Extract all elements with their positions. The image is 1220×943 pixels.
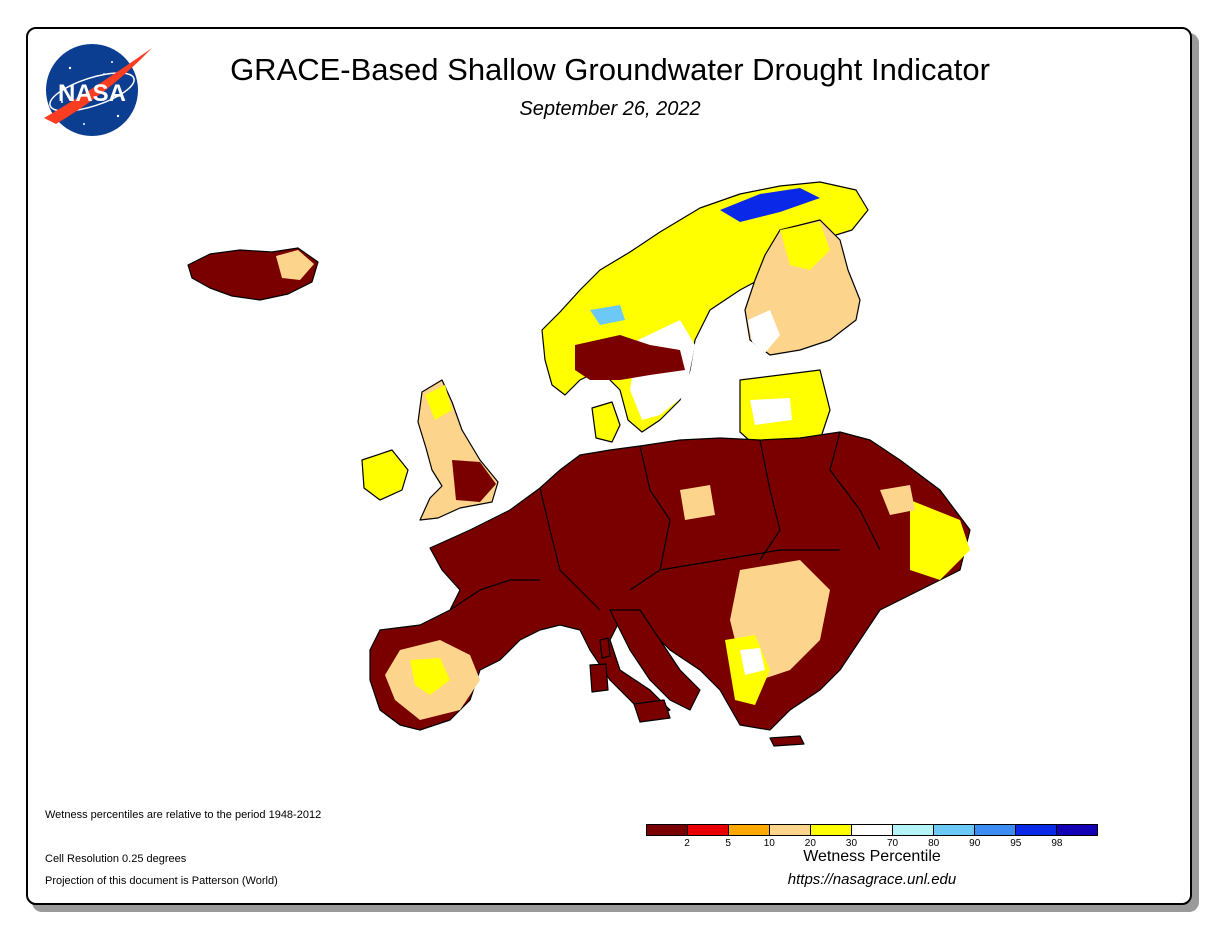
legend-tick-label: 90	[969, 838, 981, 849]
nasa-logo: NASA	[44, 44, 152, 136]
legend-swatch-5	[852, 825, 893, 835]
legend-tick-label: 70	[886, 838, 899, 849]
legend-tick-label: 20	[804, 838, 816, 849]
legend-tick-label: 80	[928, 838, 940, 849]
legend-swatch-7	[934, 825, 975, 835]
legend-ticks: 2 5 10 20 30 70 80 90 95 98	[646, 838, 1098, 852]
legend-title: Wetness Percentile	[803, 848, 941, 865]
legend-swatch-0	[647, 825, 688, 835]
legend-swatch-2	[729, 825, 770, 835]
legend-swatch-10	[1057, 825, 1097, 835]
legend-swatch-8	[975, 825, 1016, 835]
nasa-logo-text: NASA	[58, 80, 126, 107]
legend-tick-label: 30	[845, 838, 858, 849]
source-url: https://nasagrace.unl.edu	[787, 871, 957, 888]
legend-swatch-3	[770, 825, 811, 835]
legend-swatch-9	[1016, 825, 1057, 835]
legend-swatch-1	[688, 825, 729, 835]
ireland	[361, 449, 409, 501]
legend-swatch-4	[811, 825, 852, 835]
europe-drought-map	[187, 181, 971, 747]
map-title: GRACE-Based Shallow Groundwater Drought …	[230, 52, 990, 87]
crete	[769, 735, 805, 747]
map-date: September 26, 2022	[519, 98, 701, 120]
italy	[609, 609, 701, 711]
denmark	[591, 401, 621, 443]
sicily	[633, 699, 671, 723]
corsica	[599, 637, 611, 659]
legend-tick-label: 95	[1010, 838, 1022, 849]
period-note: Wetness percentiles are relative to the …	[45, 809, 322, 821]
legend-tick-label: 2	[684, 838, 690, 849]
projection-note: Projection of this document is Patterson…	[45, 875, 278, 887]
legend-color-bar	[646, 824, 1098, 836]
legend-swatch-6	[893, 825, 934, 835]
legend-tick-label: 5	[725, 838, 731, 849]
sardinia	[589, 663, 609, 693]
resolution-note: Cell Resolution 0.25 degrees	[45, 853, 187, 865]
legend-tick-label: 98	[1051, 838, 1063, 849]
legend-tick-label: 10	[763, 838, 775, 849]
